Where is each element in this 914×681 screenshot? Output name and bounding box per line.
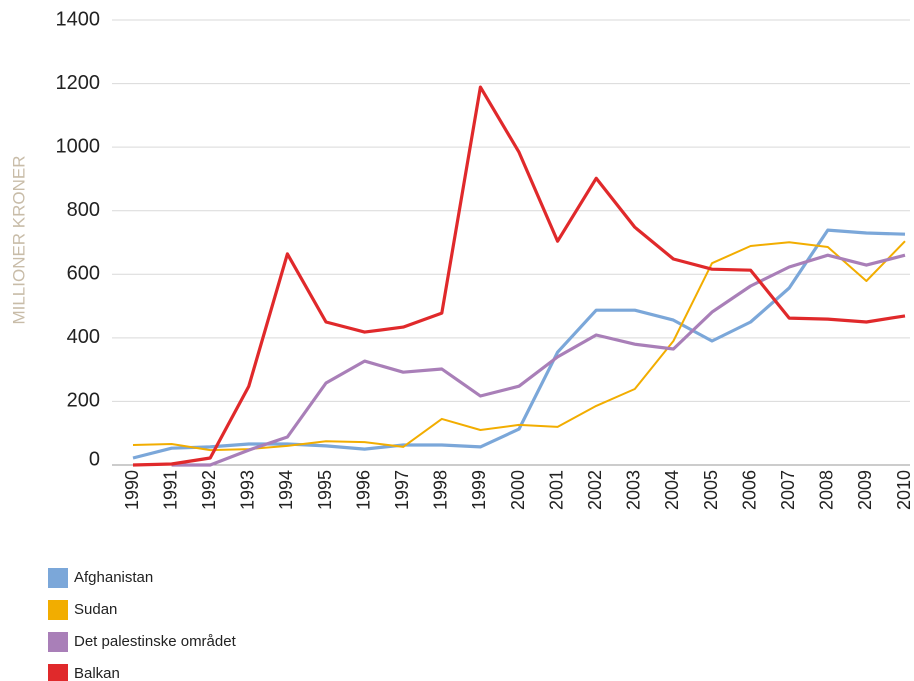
x-tick-label: 1997 bbox=[392, 470, 412, 510]
x-tick-label: 2008 bbox=[817, 470, 837, 510]
x-tick-label: 1993 bbox=[238, 470, 258, 510]
x-tick-label: 1995 bbox=[315, 470, 335, 510]
x-tick-label: 2010 bbox=[894, 470, 914, 510]
y-tick-label: 200 bbox=[67, 390, 100, 412]
legend-label: Balkan bbox=[74, 665, 120, 681]
y-tick-label: 400 bbox=[67, 326, 100, 348]
legend-swatch bbox=[48, 632, 68, 652]
y-tick-label: 0 bbox=[89, 448, 100, 470]
x-tick-label: 1991 bbox=[160, 470, 180, 510]
legend-swatch bbox=[48, 568, 68, 588]
y-tick-label: 800 bbox=[67, 199, 100, 221]
x-tick-label: 2004 bbox=[662, 470, 682, 510]
x-tick-label: 2009 bbox=[855, 470, 875, 510]
x-tick-label: 2001 bbox=[546, 470, 566, 510]
legend-label: Det palestinske området bbox=[74, 633, 237, 650]
series-line bbox=[132, 240, 906, 452]
x-tick-label: 2005 bbox=[701, 470, 721, 510]
x-tick-label: 2000 bbox=[508, 470, 528, 510]
x-tick-label: 2007 bbox=[778, 470, 798, 510]
x-tick-label: 2003 bbox=[624, 470, 644, 510]
x-tick-label: 1992 bbox=[199, 470, 219, 510]
y-tick-label: 600 bbox=[67, 263, 100, 285]
series-line bbox=[132, 228, 906, 460]
x-tick-label: 1999 bbox=[469, 470, 489, 510]
series-line bbox=[171, 253, 906, 467]
y-tick-label: 1000 bbox=[56, 135, 101, 157]
y-axis-label: MILLIONER KRONER bbox=[9, 155, 28, 324]
legend-label: Afghanistan bbox=[74, 569, 153, 586]
series-line bbox=[132, 85, 906, 467]
x-tick-label: 1998 bbox=[431, 470, 451, 510]
x-tick-label: 1996 bbox=[353, 470, 373, 510]
legend-swatch bbox=[48, 664, 68, 681]
legend-swatch bbox=[48, 600, 68, 620]
x-tick-label: 1990 bbox=[122, 470, 142, 510]
legend-label: Sudan bbox=[74, 601, 117, 618]
x-tick-label: 2006 bbox=[739, 470, 759, 510]
y-tick-label: 1200 bbox=[56, 72, 101, 94]
x-tick-label: 2002 bbox=[585, 470, 605, 510]
x-tick-label: 1994 bbox=[276, 470, 296, 510]
y-tick-label: 1400 bbox=[56, 8, 101, 30]
